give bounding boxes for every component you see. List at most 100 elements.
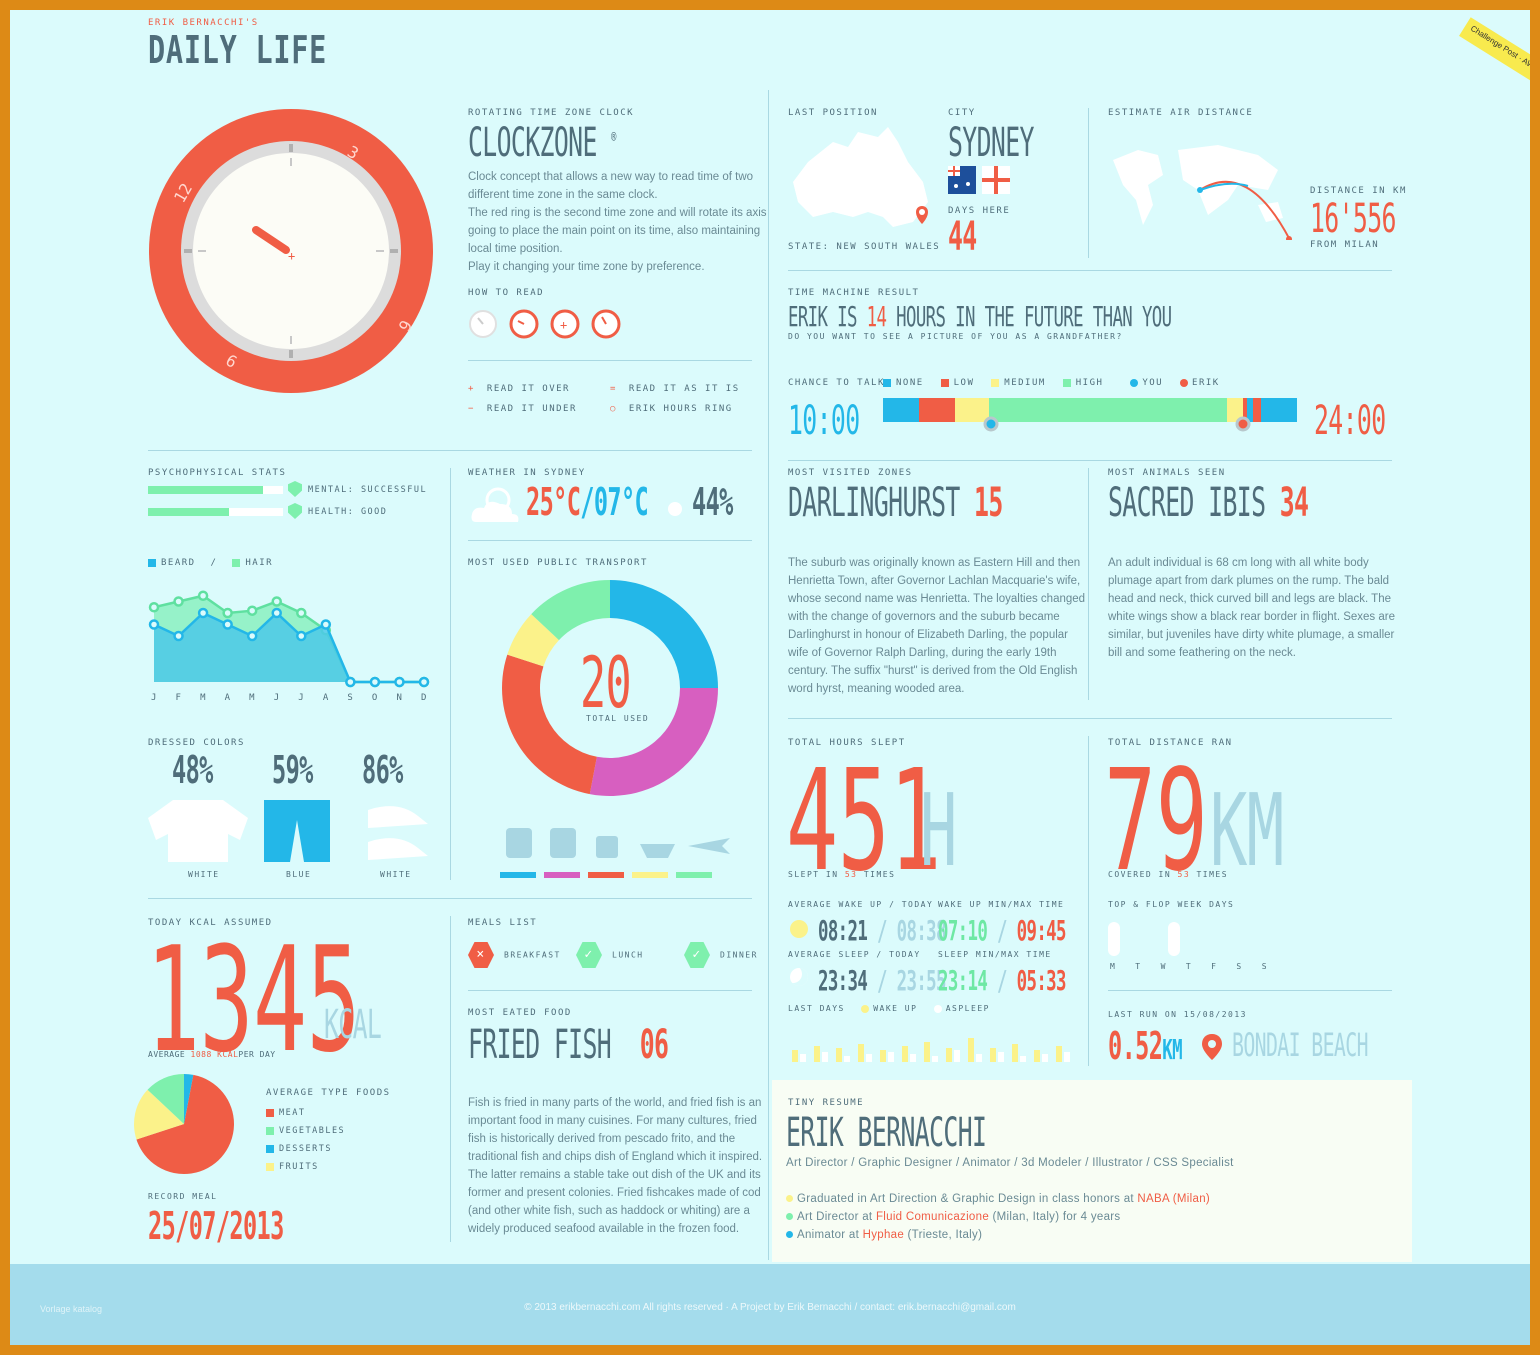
- month-tick: J: [298, 693, 303, 702]
- sleep-minmax-label: SLEEP MIN/MAX TIME: [938, 950, 1052, 959]
- clock-graphic[interactable]: + 12 3 6 9: [148, 108, 434, 394]
- clock-description-line: local time position.: [468, 243, 563, 255]
- beard-point: [418, 676, 430, 688]
- svg-text:+: +: [560, 318, 567, 332]
- meal-dinner: ✓ DINNER: [684, 942, 758, 968]
- pie-slice-fruits: [134, 1089, 184, 1140]
- visited-label: MOST VISITED ZONES: [788, 468, 913, 478]
- shirt-icon: [148, 800, 248, 862]
- shield-check-icon: [288, 503, 302, 519]
- city-label: CITY: [948, 108, 976, 118]
- train-icon: [550, 828, 576, 858]
- pants-icon: [264, 800, 330, 862]
- wake-minmax: 07:10 / 09:45: [938, 914, 1066, 947]
- food-name: FRIED FISH 06: [468, 1022, 669, 1068]
- animals-description: An adult individual is 68 cm long with a…: [1108, 554, 1398, 662]
- psycho-bar-health: HEALTH: GOOD: [148, 503, 386, 519]
- dressed-pct-2: 86%: [362, 748, 403, 792]
- beard-point: [222, 619, 233, 630]
- footer: Vorlage katalog © 2013 erikbernacchi.com…: [10, 1264, 1530, 1345]
- erik-marker: [1235, 416, 1251, 432]
- transport-donut: [502, 580, 718, 796]
- visited-description-line: wife of Governor Ralph Darling, during t…: [788, 647, 1057, 659]
- month-tick: N: [396, 693, 401, 702]
- animals-description-line: plumage apart from dark plumes on the ru…: [1108, 575, 1390, 587]
- kcal-unit: KCAL: [324, 1002, 382, 1048]
- distance-km-value: 16'556: [1310, 196, 1396, 242]
- beard-point: [148, 619, 160, 630]
- meal-breakfast: × BREAKFAST: [468, 942, 561, 968]
- sleep-minmax: 23:14 / 05:33: [938, 964, 1066, 997]
- distance-km-label: DISTANCE IN KM: [1310, 186, 1407, 196]
- partly-cloudy-icon: [471, 487, 519, 522]
- clock-description-line: The red ring is the second time zone and…: [468, 207, 767, 219]
- chance-end-time: 24:00: [1314, 398, 1386, 444]
- world-map: [1113, 145, 1292, 240]
- chance-legend: NONE LOW MEDIUM HIGH YOU ERIK: [883, 378, 1220, 388]
- animal-name: SACRED IBIS 34: [1108, 480, 1309, 526]
- dressed-pct-0: 48%: [172, 748, 213, 792]
- weather-label: WEATHER IN SYDNEY: [468, 468, 586, 478]
- record-meal-date: 25/07/2013: [148, 1204, 284, 1248]
- location-pin-icon: [1202, 1034, 1222, 1060]
- footer-copyright[interactable]: © 2013 erikbernacchi.com All rights rese…: [524, 1302, 1016, 1313]
- donut-segment: [531, 580, 610, 641]
- rotate-left-icon: [509, 309, 539, 339]
- award-badge[interactable]: Challenge Post · AWARD WINNER: [1459, 17, 1530, 105]
- pie-slice-vegetables: [147, 1074, 184, 1124]
- shoe-icon: [368, 838, 428, 860]
- visited-zone: DARLINGHURST 15: [788, 480, 1003, 526]
- psycho-bar-mental: MENTAL: SUCCESSFUL: [148, 481, 426, 497]
- donut-segment: [610, 580, 718, 688]
- last-run-value: 0.52KM: [1108, 1024, 1183, 1068]
- resume-roles: Art Director / Graphic Designer / Animat…: [786, 1157, 1234, 1169]
- beard-point: [197, 607, 209, 619]
- week-label: TOP & FLOP WEEK DAYS: [1108, 900, 1235, 909]
- visited-description-line: with the change of governors and the sub…: [788, 611, 1060, 623]
- food-label: MOST EATED FOOD: [468, 1008, 572, 1018]
- flags: [948, 166, 1010, 194]
- hair-point: [271, 596, 282, 607]
- you-marker: [983, 416, 999, 432]
- last-position-label: LAST POSITION: [788, 108, 878, 118]
- month-tick: S: [347, 693, 352, 702]
- clock-description-line: going to place the main point on its tim…: [468, 225, 761, 237]
- food-types-pie: [134, 1074, 234, 1174]
- naba-link[interactable]: NABA (Milan): [1137, 1193, 1211, 1205]
- grandfather-question[interactable]: DO YOU WANT TO SEE A PICTURE OF YOU AS A…: [788, 332, 1123, 341]
- food-description-line: important food in many cuisines. For man…: [468, 1115, 757, 1127]
- hair-point: [173, 596, 184, 607]
- check-icon: ✓: [576, 942, 602, 968]
- transport-label: MOST USED PUBLIC TRANSPORT: [468, 558, 648, 568]
- donut-segment: [589, 688, 718, 796]
- food-description-line: The latter remains a stable take out dis…: [468, 1169, 761, 1181]
- rotate-both-icon: [550, 309, 580, 339]
- wake-minmax-label: WAKE UP MIN/MAX TIME: [938, 900, 1065, 909]
- week-flop-bar: [1168, 922, 1180, 956]
- how-to-read-icons[interactable]: +: [468, 308, 628, 342]
- food-description-line: (and other white fish, such as haddock o…: [468, 1205, 750, 1217]
- sleep-unit: H: [920, 772, 957, 889]
- clockzone-title: CLOCKZONE: [468, 120, 597, 166]
- month-tick: O: [372, 693, 377, 702]
- dressed-icons: [148, 800, 428, 862]
- covered-times: COVERED IN 53 TIMES: [1108, 870, 1229, 879]
- month-tick: J: [274, 693, 279, 702]
- how-to-read-label: HOW TO READ: [468, 288, 545, 298]
- cross-icon: ×: [468, 942, 494, 968]
- month-tick: A: [323, 693, 329, 702]
- beard-point: [296, 630, 307, 642]
- meals-label: MEALS LIST: [468, 918, 538, 928]
- infographic-page: Challenge Post · AWARD WINNER ERIK BERNA…: [10, 10, 1530, 1345]
- week-top-bar: [1108, 922, 1120, 956]
- clock-description-line: different time zone in the same clock.: [468, 189, 658, 201]
- air-distance-label: ESTIMATE AIR DISTANCE: [1108, 108, 1254, 118]
- dressed-name-1: BLUE: [286, 870, 312, 879]
- hyphae-link[interactable]: Hyphae: [862, 1229, 905, 1241]
- fluid-link[interactable]: Fluid Comunicazione: [875, 1211, 990, 1223]
- resume-line-1: Art Director at Fluid Comunicazione (Mil…: [786, 1208, 1120, 1226]
- hair-point: [246, 605, 258, 616]
- transport-icons: [500, 828, 730, 878]
- chance-timeline[interactable]: [883, 398, 1299, 434]
- resume-name: ERIK BERNACCHI: [786, 1110, 987, 1156]
